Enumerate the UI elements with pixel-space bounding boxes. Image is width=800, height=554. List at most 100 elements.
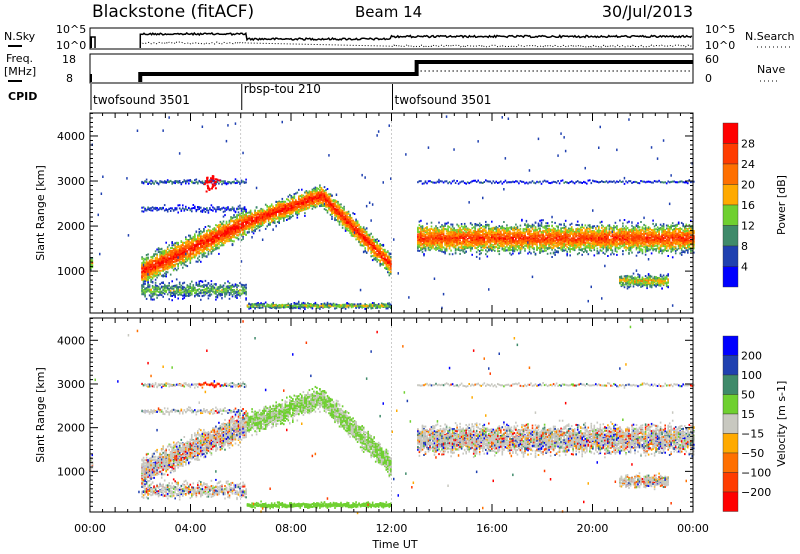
echo-cell	[173, 181, 175, 183]
echo-cell	[200, 181, 202, 183]
echo-cell	[254, 221, 256, 223]
echo-cell	[322, 306, 324, 308]
echo-cell	[214, 245, 216, 247]
echo-cell	[200, 285, 202, 287]
echo-cell	[272, 228, 274, 231]
echo-cell	[197, 289, 199, 291]
echo-cell	[298, 209, 300, 211]
echo-cell	[271, 210, 273, 212]
echo-cell	[266, 214, 268, 216]
echo-cell	[348, 211, 350, 213]
echo-cell	[343, 209, 345, 211]
echo-cell	[229, 237, 231, 239]
echo-cell	[194, 248, 196, 250]
echo-cell	[295, 213, 297, 215]
echo-cell	[236, 217, 238, 219]
echo-cell	[196, 238, 198, 240]
echo-cell	[330, 203, 332, 205]
echo-cell	[235, 237, 237, 239]
echo-cell	[208, 251, 210, 253]
echo-cell	[277, 218, 279, 220]
echo-cell	[176, 263, 178, 265]
echo-cell	[211, 209, 213, 211]
echo-cell	[319, 186, 321, 188]
echo-cell	[310, 306, 312, 308]
echo-cell	[336, 219, 338, 221]
echo-cell	[256, 214, 258, 216]
echo-cell	[294, 202, 296, 204]
echo-cell	[339, 221, 341, 223]
echo-cell	[309, 194, 311, 196]
echo-cell	[200, 245, 202, 247]
echo-cell	[348, 303, 350, 305]
echo-cell	[232, 284, 234, 286]
echo-cell	[176, 181, 178, 183]
echo-cell	[254, 224, 256, 226]
echo-cell	[194, 235, 196, 237]
echo-cell	[306, 305, 308, 307]
nsky-line	[140, 33, 691, 48]
nsearch-label: N.Search	[745, 30, 795, 43]
echo-cell	[150, 183, 152, 185]
echo-cell	[181, 258, 183, 260]
echo-cell	[214, 283, 216, 285]
echo-cell	[217, 239, 219, 241]
echo-cell	[101, 193, 103, 196]
echo-cell	[209, 285, 211, 287]
echo-cell	[200, 261, 202, 263]
echo-cell	[190, 236, 192, 238]
echo-cell	[275, 307, 277, 309]
echo-cell	[212, 233, 214, 235]
freq-line	[140, 62, 693, 82]
echo-cell	[152, 210, 154, 212]
echo-cell	[224, 225, 226, 227]
echo-cell	[259, 304, 261, 306]
echo-cell	[309, 207, 311, 209]
echo-cell	[298, 198, 300, 200]
echo-cell	[205, 280, 207, 282]
echo-cell	[165, 266, 167, 268]
echo-cell	[206, 288, 208, 290]
echo-cell	[298, 189, 300, 191]
echo-cell	[327, 210, 329, 212]
echo-cell	[288, 218, 290, 220]
echo-cell	[205, 242, 207, 244]
echo-cell	[244, 221, 246, 223]
echo-cell	[209, 232, 211, 234]
echo-cell	[233, 240, 235, 242]
echo-cell	[202, 236, 204, 238]
echo-cell	[316, 205, 318, 207]
echo-cell	[173, 258, 175, 260]
echo-cell	[220, 245, 222, 247]
echo-cell	[214, 287, 216, 289]
echo-cell	[176, 278, 178, 280]
echo-cell	[141, 181, 143, 184]
echo-cell	[272, 220, 274, 222]
echo-cell	[173, 209, 175, 211]
echo-cell	[170, 210, 172, 212]
echo-cell	[144, 209, 146, 211]
echo-cell	[141, 271, 143, 273]
echo-cell	[199, 281, 201, 283]
echo-cell	[263, 210, 265, 212]
echo-cell	[297, 201, 299, 203]
echo-cell	[164, 210, 166, 212]
echo-cell	[312, 189, 314, 191]
cpid-label: CPID	[8, 90, 37, 103]
echo-cell	[271, 220, 273, 222]
echo-cell	[218, 208, 220, 210]
echo-cell	[156, 207, 158, 209]
echo-cell	[167, 256, 169, 258]
echo-cell	[199, 248, 201, 250]
echo-cell	[303, 195, 305, 197]
echo-cell	[199, 250, 201, 252]
echo-cell	[182, 288, 184, 291]
echo-cell	[177, 263, 179, 265]
echo-cell	[288, 199, 290, 201]
echo-cell	[221, 232, 223, 234]
echo-cell	[168, 263, 170, 265]
echo-cell	[181, 253, 183, 255]
echo-cell	[165, 257, 167, 259]
echo-cell	[277, 307, 279, 309]
echo-cell	[184, 251, 186, 253]
